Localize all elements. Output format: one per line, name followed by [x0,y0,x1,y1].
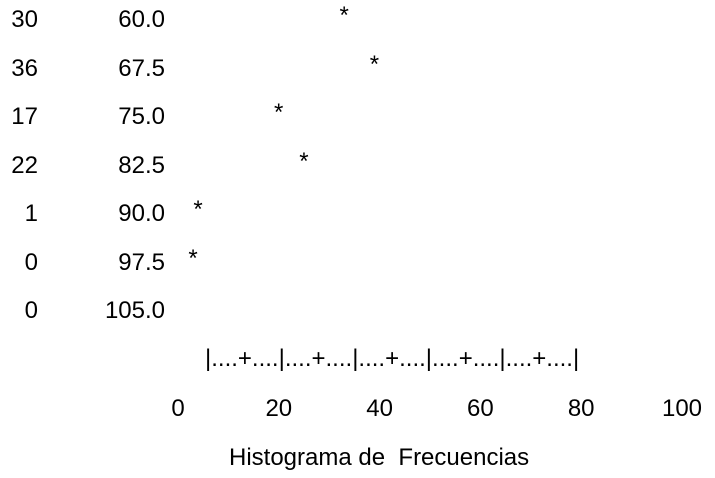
histogram-marker: * [299,147,309,175]
x-tick-label: 0 [171,395,185,422]
frequency-label: 36 [11,54,38,82]
class-mark-label: 60.0 [118,6,165,33]
histogram-marker: * [193,196,203,223]
class-mark-label: 82.5 [118,151,165,179]
class-mark-label: 105.0 [104,297,165,324]
chart-title: Histograma de Frecuencias [229,444,530,471]
axis-scale-line: |....+....|....+....|....+....|....+....… [205,345,580,372]
frequency-label: 22 [11,151,38,179]
class-mark-label: 97.5 [118,248,165,276]
histogram-marker: * [369,50,380,78]
histogram-marker: * [188,244,198,272]
frequency-label: 1 [24,200,38,227]
histogram-marker: * [274,99,284,126]
x-tick-label: 20 [265,395,293,422]
x-tick-label: 80 [567,395,595,422]
histogram-marker: * [339,2,349,29]
frequency-label: 30 [11,6,38,33]
x-tick-label: 40 [366,395,393,422]
x-tick-label: 60 [467,395,494,422]
class-mark-label: 75.0 [118,103,165,130]
class-mark-label: 90.0 [118,200,165,227]
frequency-label: 0 [24,248,38,276]
x-tick-label: 100 [661,395,703,422]
frequency-label: 0 [24,297,38,324]
class-mark-label: 67.5 [118,54,165,82]
frequency-label: 17 [11,103,38,130]
